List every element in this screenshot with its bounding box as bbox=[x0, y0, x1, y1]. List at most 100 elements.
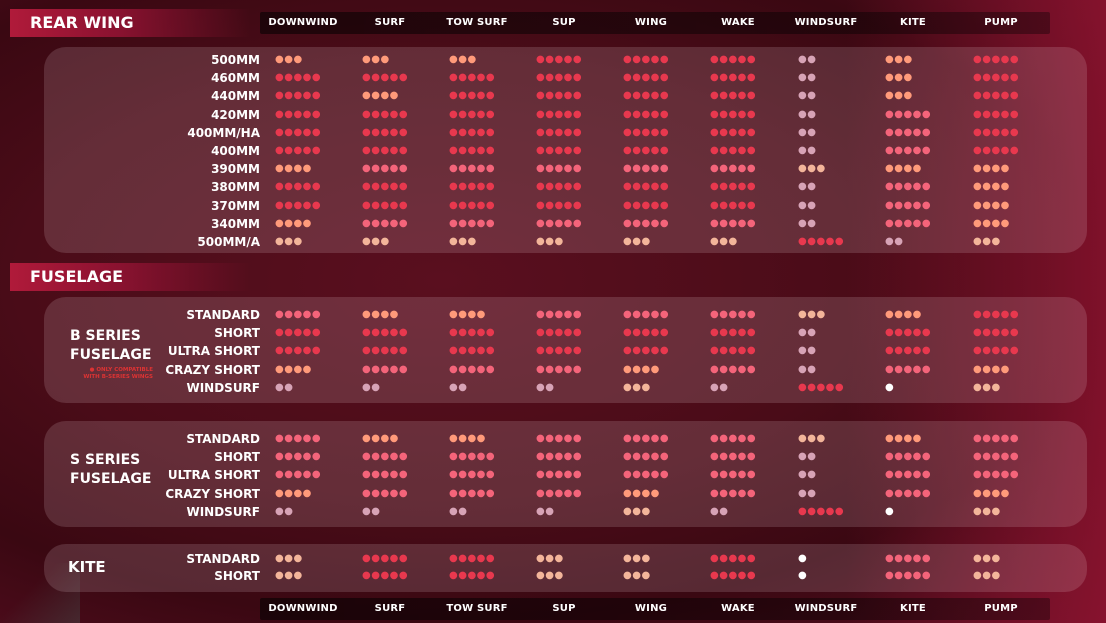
rating-dots-pump: ●●● bbox=[973, 553, 1001, 564]
rating-dots-pump: ●●●●● bbox=[973, 54, 1020, 65]
rating-dots-wing: ●●●●● bbox=[623, 451, 670, 463]
rating-dots-wing: ●●●● bbox=[623, 487, 660, 499]
rating-dots-wake: ●●●●● bbox=[710, 217, 757, 229]
column-header-strip-top bbox=[260, 12, 1050, 34]
rating-dots-windsurf: ●● bbox=[798, 199, 817, 211]
rating-dots-surf: ●●●● bbox=[362, 309, 399, 320]
column-header-surf-top: SURF bbox=[374, 17, 406, 28]
rating-dots-wing: ●●●●● bbox=[623, 108, 670, 120]
rating-dots-windsurf: ●●●●● bbox=[798, 505, 845, 517]
rating-dots-windsurf: ●●●●● bbox=[798, 236, 845, 247]
rating-dots-kite: ●●● bbox=[885, 72, 913, 84]
table-row: 420MM ●●●●● ●●●●● ●●●●● ●●●●● ●●●●● ●●●●● ●● ●●●… bbox=[44, 106, 1087, 124]
column-header-windsurf-bottom: WINDSURF bbox=[794, 603, 858, 614]
column-header-wing-top: WING bbox=[634, 17, 668, 28]
table-row: STANDARD●●●●●●●●●●●●●●●●●●●●●●●●●●●●●●●●… bbox=[44, 430, 1087, 448]
rating-dots-windsurf: ●● bbox=[798, 469, 817, 481]
rating-dots-pump: ●●● bbox=[973, 570, 1001, 581]
rating-dots-downwind: ●●●●● bbox=[275, 145, 322, 156]
rating-dots-pump: ●●●●● bbox=[973, 451, 1020, 463]
table-row: SHORT ●●●●● ●●●●● ●●●●● ●●●●● ●●●●● ●●●●● ●● ●●●… bbox=[44, 324, 1087, 342]
rating-dots-kite: ●●●●● bbox=[885, 181, 932, 193]
rating-dots-sup: ●●●●● bbox=[536, 199, 583, 211]
rating-dots-pump: ●●●●● bbox=[973, 72, 1020, 84]
section-title-fuselage: FUSELAGE bbox=[10, 263, 250, 291]
rating-dots-wing: ●●●●● bbox=[623, 163, 670, 175]
rating-dots-wake: ●●●●● bbox=[710, 72, 757, 84]
rating-dots-downwind: ●●●●● bbox=[275, 181, 322, 193]
rating-dots-downwind: ●●● bbox=[275, 54, 303, 65]
rating-dots-sup: ●●● bbox=[536, 236, 564, 247]
rating-dots-wing: ●●●●● bbox=[623, 345, 670, 357]
rating-dots-sup: ●●●●● bbox=[536, 451, 583, 463]
rating-dots-kite: ●●●●● bbox=[885, 327, 932, 339]
table-row: 460MM ●●●●● ●●●●● ●●●●● ●●●●● ●●●●● ●●●●● ●● ●●●… bbox=[44, 69, 1087, 87]
rating-dots-windsurf: ●● bbox=[798, 345, 817, 357]
rating-dots-pump: ●●●●● bbox=[973, 327, 1020, 339]
rating-dots-kite: ●●● bbox=[885, 90, 913, 102]
rating-dots-wing: ●●● bbox=[623, 236, 651, 247]
rating-dots-surf: ●●●●● bbox=[362, 217, 409, 229]
rating-dots-kite: ●●●●● bbox=[885, 345, 932, 357]
column-header-strip-bottom bbox=[260, 598, 1050, 620]
row-label: CRAZY SHORT bbox=[165, 486, 260, 501]
rating-dots-wing: ●●●●● bbox=[623, 181, 670, 193]
rating-dots-downwind: ●●●●● bbox=[275, 451, 322, 463]
rating-dots-windsurf: ●● bbox=[798, 90, 817, 102]
rating-dots-wake: ●●●●● bbox=[710, 145, 757, 156]
row-label: 340MM bbox=[211, 216, 260, 231]
rating-dots-wing: ●●●●● bbox=[623, 90, 670, 102]
rating-dots-wing: ●●●●● bbox=[623, 72, 670, 84]
b-series-name-line1: B SERIES bbox=[70, 328, 141, 344]
rating-dots-surf: ●●● bbox=[362, 54, 390, 65]
rating-dots-tow-surf: ●●●●● bbox=[449, 126, 496, 138]
row-label: 460MM bbox=[211, 71, 260, 86]
rating-dots-surf: ●●●●● bbox=[362, 570, 409, 581]
row-label: STANDARD bbox=[186, 552, 260, 566]
b-series-note-line1: ● ONLY COMPATIBLE bbox=[89, 367, 153, 373]
rating-dots-pump: ●●●● bbox=[973, 217, 1010, 229]
rating-dots-wing: ●●●● bbox=[623, 363, 660, 375]
table-row: CRAZY SHORT ●●●● ●●●●● ●●●●● ●●●●● ●●●● ●●●●● ●… bbox=[44, 485, 1087, 503]
rating-dots-surf: ●●●●● bbox=[362, 199, 409, 211]
column-header-downwind-bottom: DOWNWIND bbox=[268, 603, 338, 614]
kite-panel: KITE STANDARD ●●● ●●●●● ●●●●● ●●● ●●● ●●●●● ● ●●… bbox=[44, 544, 1087, 592]
row-label: ULTRA SHORT bbox=[167, 344, 260, 359]
rating-dots-tow-surf: ●●●●● bbox=[449, 469, 496, 481]
rating-dots-downwind: ●●● bbox=[275, 236, 303, 247]
rating-dots-kite: ●●●●● bbox=[885, 487, 932, 499]
rating-dots-wing: ●●●●● bbox=[623, 199, 670, 211]
rating-dots-wake: ●●●●● bbox=[710, 487, 757, 499]
rating-dots-sup: ●●●●● bbox=[536, 126, 583, 138]
table-row: 340MM ●●●● ●●●●● ●●●●● ●●●●● ●●●●● ●●●●● ●● ●●●●… bbox=[44, 215, 1087, 233]
table-row: 380MM ●●●●● ●●●●● ●●●●● ●●●●● ●●●●● ●●●●● ●● ●●●… bbox=[44, 178, 1087, 196]
table-row: 370MM ●●●●● ●●●●● ●●●●● ●●●●● ●●●●● ●●●●● ●● ●●●… bbox=[44, 197, 1087, 215]
rating-dots-surf: ●●●●● bbox=[362, 181, 409, 193]
b-series-panel: B SERIES FUSELAGE ● ONLY COMPATIBLE WITH… bbox=[44, 297, 1087, 403]
rating-dots-wake: ●●●●● bbox=[710, 163, 757, 175]
rating-dots-pump: ●●●●● bbox=[973, 433, 1020, 444]
rating-dots-sup: ●●●●● bbox=[536, 217, 583, 229]
rating-dots-pump: ●●●● bbox=[973, 163, 1010, 175]
b-series-note-line2: WITH B-SERIES WINGS bbox=[83, 374, 153, 380]
section-title-rear-wing: REAR WING bbox=[10, 9, 250, 37]
s-series-rows: STANDARD ●●●●● ●●●● ●●●● ●●●●● ●●●●● ●●●●● ●●● ●… bbox=[44, 430, 1087, 525]
row-label: SHORT bbox=[214, 569, 260, 583]
rating-dots-sup: ●●●●● bbox=[536, 54, 583, 65]
rear-wing-rows: 500MM ●●● ●●● ●●● ●●●●● ●●●●● ●●●●● ●● ●●● ●●●●● 4… bbox=[44, 51, 1087, 251]
rating-dots-wing: ●●●●● bbox=[623, 309, 670, 320]
rating-dots-windsurf: ●● bbox=[798, 145, 817, 156]
rating-dots-sup: ●●●●● bbox=[536, 469, 583, 481]
rating-dots-windsurf: ●●● bbox=[798, 309, 826, 320]
rating-dots-wing: ●●● bbox=[623, 553, 651, 564]
rating-dots-kite: ●●●●● bbox=[885, 199, 932, 211]
rating-dots-sup: ●●●●● bbox=[536, 487, 583, 499]
rating-dots-kite: ●●●● bbox=[885, 163, 922, 175]
rating-dots-wake: ●●●●● bbox=[710, 199, 757, 211]
rating-dots-sup: ●●●●● bbox=[536, 345, 583, 357]
rating-dots-surf: ●●●●● bbox=[362, 108, 409, 120]
row-label: 500MM/A bbox=[197, 235, 260, 249]
rating-dots-tow-surf: ●●● bbox=[449, 236, 477, 247]
row-label: CRAZY SHORT bbox=[165, 362, 260, 377]
column-header-wake-top: WAKE bbox=[721, 17, 755, 28]
